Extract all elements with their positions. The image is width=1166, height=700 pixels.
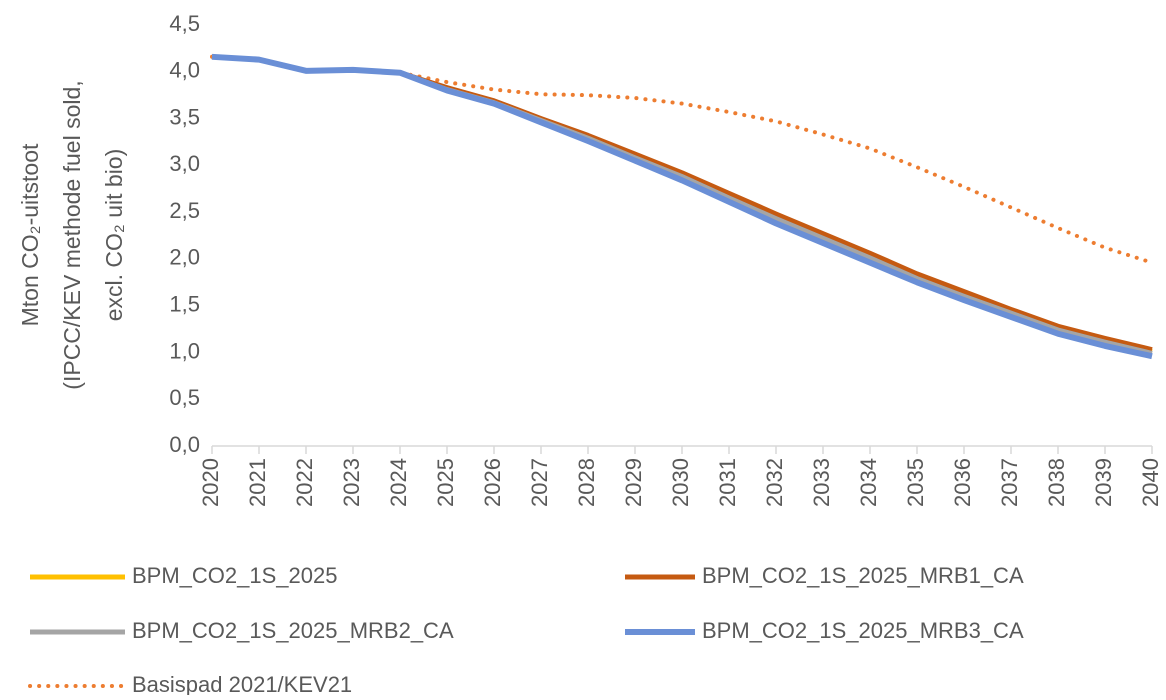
y-tick-label: 0,0 <box>169 432 200 457</box>
x-tick-label: 2022 <box>292 458 317 507</box>
x-tick-label: 2021 <box>245 458 270 507</box>
x-tick-label: 2030 <box>668 458 693 507</box>
x-tick-label: 2033 <box>809 458 834 507</box>
series-line <box>210 54 1154 265</box>
x-tick-label: 2020 <box>198 458 223 507</box>
y-tick-label: 4,5 <box>169 11 200 36</box>
y-tick-label: 4,0 <box>169 58 200 83</box>
y-tick-label: 2,0 <box>169 245 200 270</box>
series-line <box>211 54 1153 353</box>
x-tick-label: 2038 <box>1044 458 1069 507</box>
x-tick-label: 2040 <box>1138 458 1163 507</box>
y-tick-label: 1,5 <box>169 291 200 316</box>
x-tick-label: 2031 <box>715 458 740 507</box>
legend-label: BPM_CO2_1S_2025_MRB1_CA <box>702 563 1024 588</box>
legend-label: BPM_CO2_1S_2025 <box>132 563 337 588</box>
x-tick-label: 2023 <box>339 458 364 507</box>
y-tick-label: 2,5 <box>169 198 200 223</box>
x-tick-label: 2036 <box>950 458 975 507</box>
y-axis-label: excl. CO₂ uit bio) <box>101 149 127 322</box>
x-tick-label: 2035 <box>903 458 928 507</box>
y-axis-label: Mton CO₂-uitstoot <box>17 143 43 326</box>
x-tick-label: 2026 <box>480 458 505 507</box>
legend-label: BPM_CO2_1S_2025_MRB2_CA <box>132 618 454 643</box>
y-tick-label: 0,5 <box>169 385 200 410</box>
y-tick-label: 3,5 <box>169 104 200 129</box>
series-line <box>211 53 1153 360</box>
x-tick-label: 2037 <box>997 458 1022 507</box>
x-tick-label: 2027 <box>527 458 552 507</box>
y-tick-label: 1,0 <box>169 338 200 363</box>
x-tick-label: 2039 <box>1091 458 1116 507</box>
y-axis-label: (IPCC/KEV methode fuel sold, <box>59 80 85 389</box>
x-tick-label: 2029 <box>621 458 646 507</box>
legend-label: BPM_CO2_1S_2025_MRB3_CA <box>702 618 1024 643</box>
x-tick-label: 2034 <box>856 458 881 507</box>
x-tick-label: 2025 <box>433 458 458 507</box>
y-tick-label: 3,0 <box>169 151 200 176</box>
x-tick-label: 2024 <box>386 458 411 507</box>
x-tick-label: 2028 <box>574 458 599 507</box>
legend-label: Basispad 2021/KEV21 <box>132 672 352 695</box>
x-tick-label: 2032 <box>762 458 787 507</box>
